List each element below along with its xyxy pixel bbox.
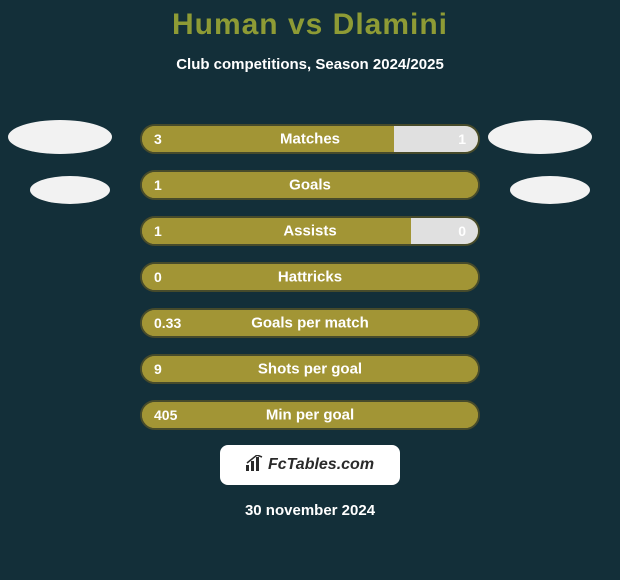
stat-row: 1Goals bbox=[140, 170, 480, 200]
stat-label: Goals per match bbox=[142, 315, 478, 332]
stat-row: 31Matches bbox=[140, 124, 480, 154]
snapshot-date: 30 november 2024 bbox=[0, 502, 620, 519]
stat-label: Min per goal bbox=[142, 407, 478, 424]
stat-label: Shots per goal bbox=[142, 361, 478, 378]
stat-label: Assists bbox=[142, 223, 478, 240]
comparison-infographic: Human vs Dlamini Club competitions, Seas… bbox=[0, 0, 620, 580]
player-portrait-rightmid bbox=[510, 176, 590, 204]
stat-label: Matches bbox=[142, 131, 478, 148]
stat-row: 0.33Goals per match bbox=[140, 308, 480, 338]
player-portrait-lefttop bbox=[8, 120, 112, 154]
chart-icon bbox=[246, 455, 264, 476]
brand-logo: FcTables.com bbox=[220, 445, 400, 485]
page-subtitle: Club competitions, Season 2024/2025 bbox=[0, 56, 620, 73]
stat-row: 10Assists bbox=[140, 216, 480, 246]
stat-bars: 31Matches 1Goals 10Assists 0Hattricks 0.33Go… bbox=[140, 124, 480, 446]
stat-row: 405Min per goal bbox=[140, 400, 480, 430]
stat-label: Hattricks bbox=[142, 269, 478, 286]
player-portrait-leftmid bbox=[30, 176, 110, 204]
stat-row: 0Hattricks bbox=[140, 262, 480, 292]
player-portrait-righttop bbox=[488, 120, 592, 154]
stat-row: 9Shots per goal bbox=[140, 354, 480, 384]
brand-logo-text: FcTables.com bbox=[268, 456, 374, 474]
stat-label: Goals bbox=[142, 177, 478, 194]
page-title: Human vs Dlamini bbox=[0, 0, 620, 42]
